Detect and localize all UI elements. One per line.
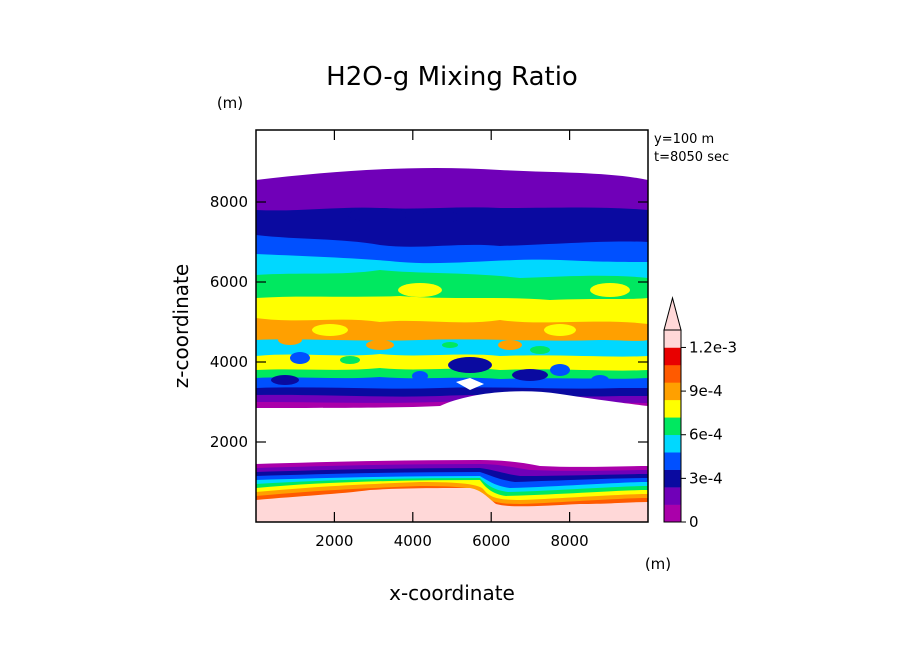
contour-field (256, 130, 648, 522)
y-tick-label: 8000 (210, 193, 248, 211)
x-ticks: 2000 4000 6000 8000 (315, 130, 589, 550)
info-line-y: y=100 m (654, 132, 714, 147)
colorbar-extend-arrow (663, 296, 682, 331)
y-tick-label: 6000 (210, 273, 248, 291)
colorbar-swatch (664, 330, 681, 348)
colorbar-swatch (664, 347, 681, 366)
colorbar-swatch (664, 399, 681, 418)
colorbar-swatch (664, 382, 681, 401)
colorbar-swatch (664, 417, 681, 436)
colorbar-tick-label: 0 (689, 513, 699, 531)
x-tick-label: 6000 (472, 532, 510, 550)
blob-6 (456, 378, 484, 390)
blob-5 (340, 342, 550, 364)
x-axis-unit: (m) (645, 555, 671, 573)
colorbar-tick-label: 1.2e-3 (689, 338, 737, 356)
colorbar-tick-label: 6e-4 (689, 426, 723, 444)
chart-title: H2O-g Mixing Ratio (326, 62, 578, 92)
colorbar-tick-label: 3e-4 (689, 469, 723, 487)
x-axis-label: x-coordinate (389, 581, 515, 605)
colorbar-swatch (664, 364, 681, 383)
colorbar-swatch (664, 487, 681, 505)
blob-4 (278, 326, 632, 350)
x-tick-label: 4000 (394, 532, 432, 550)
blob-2 (271, 208, 548, 385)
y-axis-unit: (m) (217, 94, 243, 112)
x-tick-label: 8000 (551, 532, 589, 550)
blob-3 (312, 283, 630, 336)
y-tick-label: 2000 (210, 433, 248, 451)
colorbar-swatch (664, 469, 681, 488)
y-ticks: 2000 4000 6000 8000 (210, 193, 648, 451)
y-axis-label: z-coordinate (169, 264, 193, 388)
y-tick-label: 4000 (210, 353, 248, 371)
colorbar-swatch (664, 504, 681, 523)
info-line-t: t=8050 sec (654, 150, 729, 165)
colorbar-frame (663, 329, 682, 523)
colorbar-swatch (664, 452, 681, 470)
band-25 (256, 488, 648, 522)
colorbar-swatch (664, 434, 681, 453)
plot-frame (255, 129, 649, 523)
blob-1 (290, 352, 609, 385)
colorbar-tick-label: 9e-4 (689, 382, 723, 400)
x-tick-label: 2000 (315, 532, 353, 550)
colorbar: 0 3e-4 6e-4 9e-4 1.2e-3 (663, 296, 737, 531)
